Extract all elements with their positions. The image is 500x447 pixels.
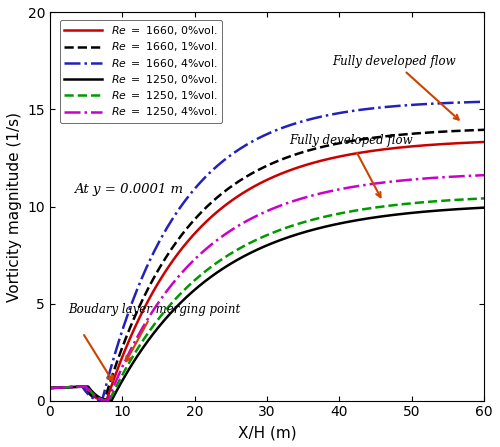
Text: Fully developed flow: Fully developed flow	[289, 135, 412, 197]
X-axis label: X/H (m): X/H (m)	[238, 425, 296, 440]
Text: Fully developed flow: Fully developed flow	[332, 55, 458, 120]
Text: Boudary layer merging point: Boudary layer merging point	[68, 304, 240, 361]
Text: At y = 0.0001 m: At y = 0.0001 m	[74, 183, 183, 196]
Y-axis label: Vorticity magnitude (1/s): Vorticity magnitude (1/s)	[7, 112, 22, 302]
Legend: $\it{Re}$ $=$ $\it{1660}$, 0%vol., $\it{Re}$ $=$ $\it{1660}$, 1%vol., $\it{Re}$ : $\it{Re}$ $=$ $\it{1660}$, 0%vol., $\it{…	[60, 20, 222, 123]
